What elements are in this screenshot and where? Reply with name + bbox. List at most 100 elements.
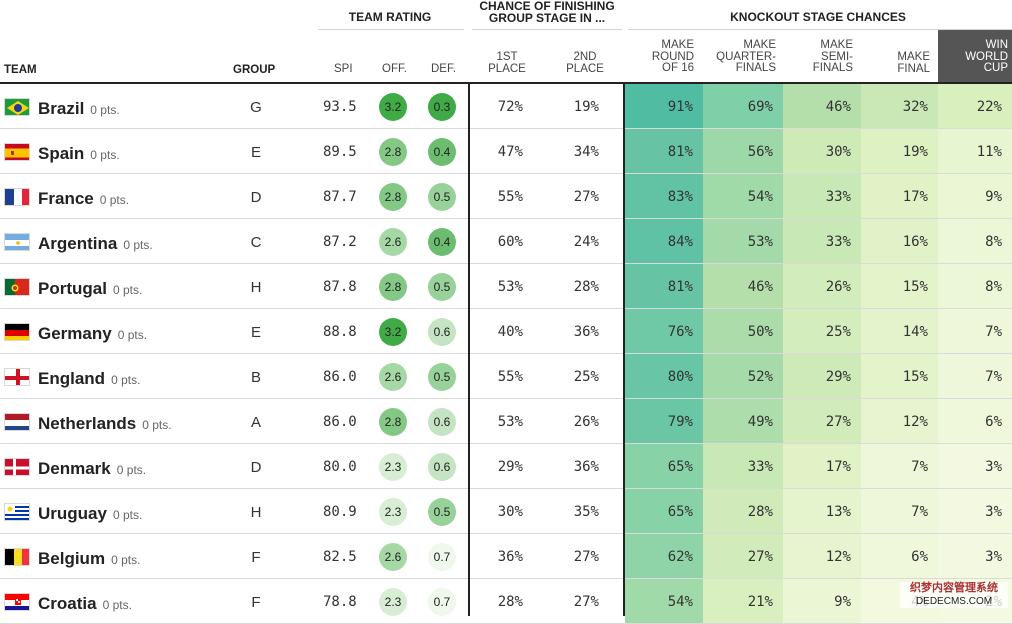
value-sf: 17% [825,459,851,475]
team-name[interactable]: Portugal 0 pts. [38,279,142,300]
uruguay-flag-icon [4,503,30,521]
table-row[interactable]: 79% 49% 27% 12% 6% Netherlands 0 pts. A 86.0 2.8 0… [0,399,1012,444]
value-win: 22% [976,99,1002,115]
chance-header-line2: GROUP STAGE IN ... [488,11,606,25]
team-name[interactable]: England 0 pts. [38,369,140,390]
defense-rating: 0.7 [428,543,456,571]
second-place-pct: 27% [573,189,599,205]
spi-value: 86.0 [323,414,357,430]
team-name[interactable]: Spain 0 pts. [38,144,120,165]
table-row[interactable]: 62% 27% 12% 6% 3% Belgium 0 pts. F 82.5 2.6 0.7 36%… [0,534,1012,579]
table-row[interactable]: 81% 46% 26% 15% 8% Portugal 0 pts. H 87.8 2.8 0.5 5… [0,264,1012,309]
col-sf-l2: SEMI- [821,50,853,63]
cell-win: 3% [938,489,1012,533]
col-semifinals[interactable]: MAKE SEMI- FINALS [784,39,853,75]
col-team[interactable]: TEAM [4,64,37,76]
team-rating-header: TEAM RATING [348,10,432,24]
cell-win: 7% [938,309,1012,353]
cell-sf: 25% [783,309,861,353]
cell-final: 12% [861,399,938,443]
col-second-l2: PLACE [566,62,604,75]
team-name-text: Uruguay [38,504,107,523]
cell-win: 3% [938,444,1012,488]
team-name[interactable]: Denmark 0 pts. [38,459,146,480]
table-row[interactable]: 81% 56% 30% 19% 11% Spain 0 pts. E 89.5 2.8 0.4 47%… [0,129,1012,174]
second-place-pct: 25% [573,369,599,385]
value-r16: 80% [667,369,693,385]
value-final: 14% [902,324,928,340]
value-qf: 21% [747,594,773,610]
col-r16-l3: OF 16 [662,62,694,74]
team-points: 0 pts. [90,148,120,162]
table-row[interactable]: 76% 50% 25% 14% 7% Germany 0 pts. E 88.8 3.2 0.6 40… [0,309,1012,354]
knockout-divider [628,29,1012,30]
value-r16: 91% [667,99,693,115]
table-row[interactable]: 83% 54% 33% 17% 9% France 0 pts. D 87.7 2.8 0.5 55%… [0,174,1012,219]
cell-final: 6% [861,534,938,578]
spi-value: 87.2 [323,234,357,250]
cell-r16: 65% [625,489,703,533]
table-row[interactable]: 65% 33% 17% 7% 3% Denmark 0 pts. D 80.0 2.3 0.6 29%… [0,444,1012,489]
value-sf: 33% [825,189,851,205]
cell-sf: 27% [783,399,861,443]
team-name[interactable]: France 0 pts. [38,189,129,210]
team-name[interactable]: Croatia 0 pts. [38,594,132,615]
cell-final: 19% [861,129,938,173]
cell-r16: 81% [625,129,703,173]
spain-flag-icon [4,143,30,161]
table-row[interactable]: 65% 28% 13% 7% 3% Uruguay 0 pts. H 80.9 2.3 0.5 30%… [0,489,1012,534]
cell-win: 7% [938,354,1012,398]
defense-rating: 0.6 [428,408,456,436]
spi-value: 87.8 [323,279,357,295]
cell-sf: 33% [783,174,861,218]
value-win: 9% [985,189,1002,205]
offense-rating: 2.8 [379,273,407,301]
team-name[interactable]: Argentina 0 pts. [38,234,153,255]
col-win-world-cup[interactable]: WIN WORLD CUP [938,30,1012,82]
group-letter: D [250,459,262,476]
col-make-final[interactable]: MAKE FINAL [862,51,930,75]
cell-qf: 46% [703,264,783,308]
offense-rating: 3.2 [379,93,407,121]
offense-rating: 3.2 [379,318,407,346]
table-row[interactable]: 91% 69% 46% 32% 22% Brazil 0 pts. G 93.5 3.2 0.3 72… [0,84,1012,129]
team-points: 0 pts. [99,193,130,207]
value-win: 3% [985,459,1002,475]
spi-value: 88.8 [323,324,357,340]
team-name[interactable]: Uruguay 0 pts. [38,504,142,525]
first-place-pct: 29% [497,459,523,475]
team-points: 0 pts. [116,463,147,477]
col-def[interactable]: DEF. [431,63,456,75]
col-round-of-16[interactable]: MAKE ROUND OF 16 [630,39,694,75]
cell-qf: 54% [703,174,783,218]
value-r16: 84% [667,234,693,250]
table-row[interactable]: 84% 53% 33% 16% 8% Argentina 0 pts. C 87.2 2.6 0.4… [0,219,1012,264]
team-name[interactable]: Netherlands 0 pts. [38,414,172,435]
col-group[interactable]: GROUP [233,64,276,76]
value-r16: 79% [667,414,693,430]
cell-sf: 26% [783,264,861,308]
spi-value: 93.5 [323,99,357,115]
spi-value: 82.5 [323,549,357,565]
team-name[interactable]: Brazil 0 pts. [38,99,120,120]
value-win: 3% [985,504,1002,520]
col-spi[interactable]: SPI [334,63,353,75]
brazil-flag-icon [4,98,30,116]
col-off[interactable]: OFF. [382,63,407,75]
group-letter: F [251,594,261,611]
team-name[interactable]: Belgium 0 pts. [38,549,140,570]
first-place-pct: 53% [497,414,523,430]
team-name-text: England [38,369,106,388]
col-second-place[interactable]: 2ND PLACE [560,51,610,75]
team-name[interactable]: Germany 0 pts. [38,324,147,345]
col-first-place[interactable]: 1ST PLACE [482,51,532,75]
row-separator [0,218,1012,219]
col-quarterfinals[interactable]: MAKE QUARTER- FINALS [704,39,776,75]
table-row[interactable]: 80% 52% 29% 15% 7% England 0 pts. B 86.0 2.6 0.5 55… [0,354,1012,399]
defense-rating: 0.7 [428,588,456,616]
first-place-pct: 47% [497,144,523,160]
first-place-pct: 30% [497,504,523,520]
offense-rating: 2.3 [379,453,407,481]
value-qf: 33% [747,459,773,475]
